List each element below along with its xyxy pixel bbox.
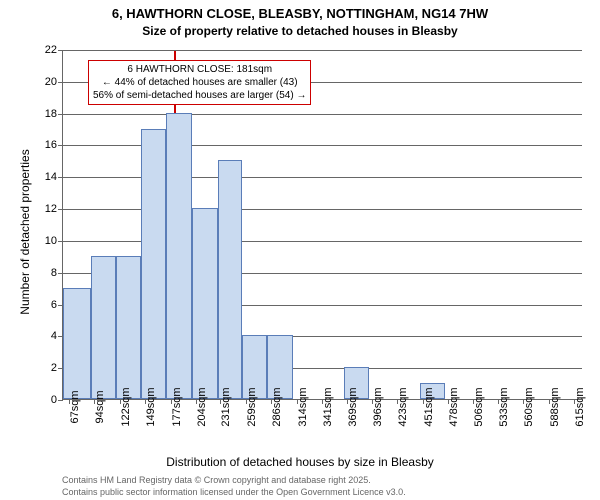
x-tick-label: 560sqm — [523, 387, 535, 426]
x-tick-label: 122sqm — [120, 387, 132, 426]
x-tick-label: 94sqm — [94, 390, 106, 423]
x-tick-label: 259sqm — [246, 387, 258, 426]
x-tick-label: 423sqm — [397, 387, 409, 426]
x-tick-label: 314sqm — [297, 387, 309, 426]
x-tick-label: 286sqm — [271, 387, 283, 426]
y-tick-label: 4 — [33, 330, 63, 342]
y-tick-label: 14 — [33, 171, 63, 183]
annotation-line-2: ← 44% of detached houses are smaller (43… — [93, 76, 306, 89]
y-tick-label: 18 — [33, 108, 63, 120]
chart-title: 6, HAWTHORN CLOSE, BLEASBY, NOTTINGHAM, … — [0, 6, 600, 21]
y-tick-label: 8 — [33, 267, 63, 279]
footer-line-1: Contains HM Land Registry data © Crown c… — [62, 475, 406, 487]
y-tick-label: 20 — [33, 76, 63, 88]
footer-line-2: Contains public sector information licen… — [62, 487, 406, 499]
y-tick-label: 16 — [33, 139, 63, 151]
y-tick-label: 22 — [33, 44, 63, 56]
x-tick-label: 451sqm — [423, 387, 435, 426]
x-tick-label: 478sqm — [448, 387, 460, 426]
x-tick-label: 533sqm — [498, 387, 510, 426]
y-tick-label: 10 — [33, 235, 63, 247]
x-tick-label: 67sqm — [69, 390, 81, 423]
grid-line — [63, 50, 582, 51]
histogram-bar — [166, 113, 192, 399]
chart-container: 6, HAWTHORN CLOSE, BLEASBY, NOTTINGHAM, … — [0, 0, 600, 500]
x-tick-label: 369sqm — [347, 387, 359, 426]
histogram-bar — [218, 160, 243, 399]
x-tick-label: 341sqm — [322, 387, 334, 426]
x-tick-label: 149sqm — [145, 387, 157, 426]
chart-subtitle: Size of property relative to detached ho… — [0, 24, 600, 38]
annotation-line-3: 56% of semi-detached houses are larger (… — [93, 89, 306, 102]
grid-line — [63, 114, 582, 115]
histogram-bar — [91, 256, 117, 399]
histogram-bar — [116, 256, 141, 399]
x-tick-label: 588sqm — [549, 387, 561, 426]
histogram-bar — [63, 288, 91, 399]
x-axis-label: Distribution of detached houses by size … — [0, 455, 600, 469]
y-tick-label: 12 — [33, 203, 63, 215]
annotation-line-1: 6 HAWTHORN CLOSE: 181sqm — [93, 63, 306, 76]
y-tick-label: 2 — [33, 362, 63, 374]
x-tick-label: 231sqm — [220, 387, 232, 426]
annotation-box: 6 HAWTHORN CLOSE: 181sqm ← 44% of detach… — [88, 60, 311, 105]
footer-text: Contains HM Land Registry data © Crown c… — [62, 475, 406, 498]
histogram-bar — [141, 129, 166, 399]
x-tick-label: 204sqm — [196, 387, 208, 426]
x-tick-label: 506sqm — [473, 387, 485, 426]
y-axis-label: Number of detached properties — [18, 132, 32, 332]
y-tick-label: 0 — [33, 394, 63, 406]
x-tick-label: 615sqm — [574, 387, 586, 426]
x-tick-label: 177sqm — [171, 387, 183, 426]
histogram-bar — [192, 208, 218, 399]
plot-area: 6 HAWTHORN CLOSE: 181sqm ← 44% of detach… — [62, 50, 582, 400]
y-tick-label: 6 — [33, 299, 63, 311]
x-tick-label: 396sqm — [372, 387, 384, 426]
